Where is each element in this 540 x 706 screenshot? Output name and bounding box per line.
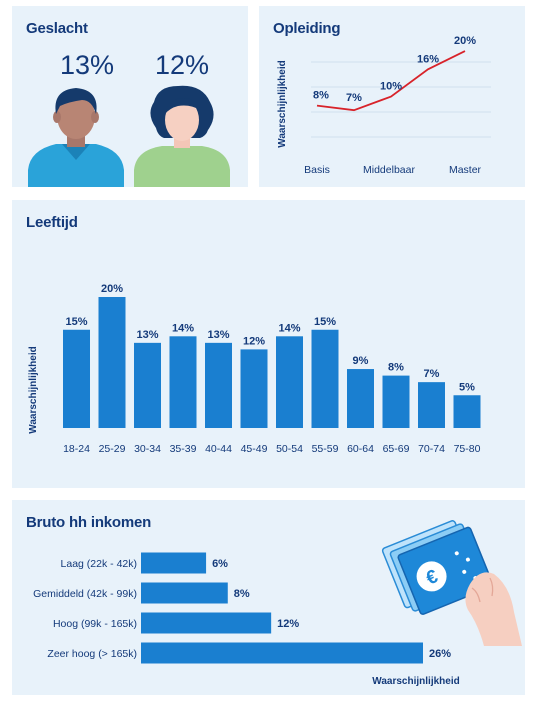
inkomen-x-axis-label: Waarschijnlijkheid: [372, 676, 459, 687]
leeftijd-x-tick: 45-49: [241, 443, 268, 455]
opleiding-panel: Opleiding 8% 7% 10% 16% 20% Basis Middelbaar M…: [259, 6, 525, 187]
inkomen-data-label: 8%: [234, 588, 250, 600]
inkomen-bar: [141, 552, 207, 574]
opleiding-line: [316, 50, 466, 112]
opleiding-data-label: 10%: [380, 81, 402, 93]
man-icon: [28, 88, 124, 187]
leeftijd-data-label: 12%: [243, 335, 265, 347]
leeftijd-data-label: 15%: [65, 316, 87, 328]
leeftijd-bar: [134, 342, 161, 428]
woman-icon: [134, 85, 230, 187]
opleiding-chart: 8% 7% 10% 16% 20% Basis Middelbaar Master Waar…: [277, 35, 491, 176]
leeftijd-bar: [169, 336, 197, 428]
money-hand-icon: €: [381, 520, 522, 646]
leeftijd-x-tick: 50-54: [276, 443, 303, 455]
leeftijd-bar: [418, 382, 445, 428]
opleiding-x-tick: Basis: [304, 164, 330, 176]
opleiding-title: Opleiding: [273, 20, 341, 37]
inkomen-bar: [141, 642, 423, 664]
leeftijd-data-label: 20%: [101, 283, 123, 295]
leeftijd-bar: [311, 329, 339, 428]
leeftijd-bar: [453, 395, 481, 428]
opleiding-data-label: 8%: [313, 90, 329, 102]
leeftijd-data-label: 5%: [459, 381, 475, 393]
leeftijd-data-label: 9%: [353, 355, 369, 367]
leeftijd-data-label: 14%: [172, 322, 194, 334]
leeftijd-x-tick: 25-29: [99, 443, 126, 455]
leeftijd-data-label: 14%: [278, 322, 300, 334]
leeftijd-bar: [240, 349, 268, 428]
inkomen-panel: Bruto hh inkomen € Laag (22k - 42k) Gemid…: [12, 500, 525, 695]
man-percentage: 13%: [59, 50, 115, 80]
leeftijd-bar: [347, 369, 374, 428]
inkomen-data-label: 12%: [277, 618, 299, 630]
leeftijd-chart: 15% 20% 13% 14% 13% 12% 14% 15% 9% 8% 7% 5% 18-24 25…: [28, 283, 481, 455]
inkomen-title: Bruto hh inkomen: [26, 514, 152, 531]
opleiding-data-label: 16%: [417, 53, 439, 65]
inkomen-bar: [141, 612, 272, 634]
leeftijd-y-axis-label: Waarschijnlijkheid: [28, 346, 39, 433]
inkomen-category-label: Laag (22k - 42k): [61, 558, 137, 570]
opleiding-y-axis-label: Waarschijnlijkheid: [277, 60, 288, 147]
opleiding-x-tick: Middelbaar: [363, 164, 415, 176]
leeftijd-data-label: 8%: [388, 362, 404, 374]
leeftijd-data-label: 13%: [136, 329, 158, 341]
leeftijd-x-tick: 65-69: [383, 443, 410, 455]
woman-percentage: 12%: [154, 50, 210, 80]
leeftijd-bar: [382, 375, 410, 428]
leeftijd-x-tick: 60-64: [347, 443, 374, 455]
leeftijd-x-tick: 75-80: [454, 443, 481, 455]
leeftijd-x-tick: 18-24: [63, 443, 90, 455]
inkomen-category-label: Gemiddeld (42k - 99k): [33, 588, 137, 600]
leeftijd-bar: [98, 297, 126, 428]
leeftijd-x-tick: 40-44: [205, 443, 232, 455]
leeftijd-x-tick: 30-34: [134, 443, 161, 455]
leeftijd-title: Leeftijd: [26, 214, 78, 231]
inkomen-category-label: Hoog (99k - 165k): [53, 618, 137, 630]
opleiding-data-label: 7%: [346, 92, 362, 104]
inkomen-data-label: 26%: [429, 648, 451, 660]
leeftijd-bar: [63, 329, 90, 428]
inkomen-chart: Laag (22k - 42k) Gemiddeld (42k - 99k) Hoo…: [33, 552, 460, 687]
opleiding-x-tick: Master: [449, 164, 482, 176]
inkomen-data-label: 6%: [212, 558, 228, 570]
inkomen-bar: [141, 582, 228, 604]
leeftijd-bar: [205, 342, 232, 428]
geslacht-title: Geslacht: [26, 20, 88, 37]
leeftijd-data-label: 15%: [314, 316, 336, 328]
leeftijd-data-label: 7%: [424, 368, 440, 380]
leeftijd-x-tick: 70-74: [418, 443, 445, 455]
geslacht-panel: Geslacht 13% 12%: [12, 6, 248, 187]
leeftijd-x-tick: 55-59: [312, 443, 339, 455]
leeftijd-panel: Leeftijd 15% 20% 13% 14% 13% 12% 14% 15% 9% 8% 7% 5…: [12, 200, 525, 488]
opleiding-data-label: 20%: [454, 35, 476, 47]
leeftijd-x-tick: 35-39: [170, 443, 197, 455]
leeftijd-data-label: 13%: [207, 329, 229, 341]
leeftijd-bar: [276, 336, 303, 428]
inkomen-category-label: Zeer hoog (> 165k): [47, 648, 137, 660]
